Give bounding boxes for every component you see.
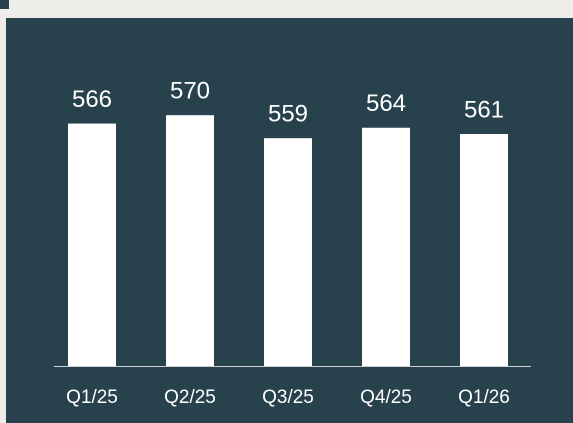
value-label: 561 <box>464 96 504 123</box>
bar <box>166 115 214 366</box>
corner-tab <box>0 0 9 9</box>
x-tick-label: Q1/25 <box>66 387 118 408</box>
value-label: 566 <box>72 86 112 113</box>
bar <box>68 123 116 366</box>
x-tick-label: Q1/26 <box>458 387 510 408</box>
bar <box>264 138 312 366</box>
x-tick-label: Q3/25 <box>262 387 314 408</box>
x-tick-label: Q4/25 <box>360 387 412 408</box>
value-label: 564 <box>366 90 406 117</box>
value-label: 570 <box>170 78 210 105</box>
x-tick-label: Q2/25 <box>164 387 216 408</box>
bar <box>460 134 508 366</box>
value-label: 559 <box>268 101 308 128</box>
bar <box>362 127 410 367</box>
